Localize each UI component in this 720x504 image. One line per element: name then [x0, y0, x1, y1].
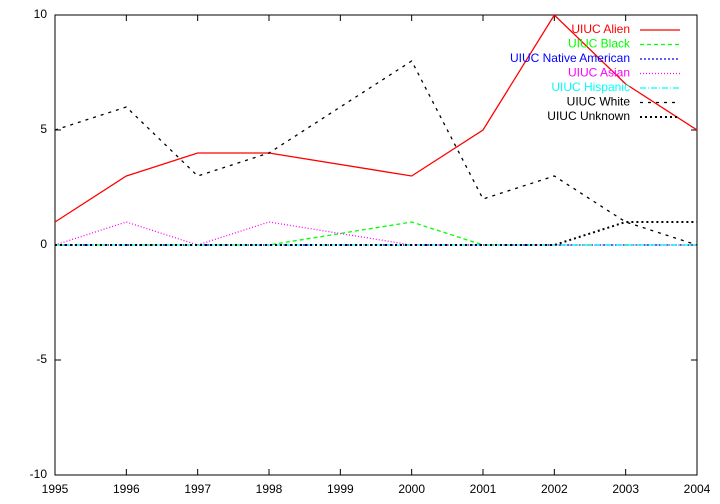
series-line [55, 221, 697, 246]
legend-label: UIUC Black [568, 37, 631, 51]
series-line [54, 60, 698, 246]
x-tick-label: 2004 [684, 482, 711, 496]
series-line [54, 13, 698, 223]
y-tick-label: 0 [40, 237, 47, 251]
x-tick-label: 2001 [470, 482, 497, 496]
legend-label: UIUC Asian [568, 66, 630, 80]
x-tick-label: 1997 [184, 482, 211, 496]
x-tick-label: 1998 [256, 482, 283, 496]
series-line [55, 221, 697, 246]
y-tick-label: -10 [30, 467, 48, 481]
x-tick-label: 2000 [398, 482, 425, 496]
x-tick-label: 2003 [612, 482, 639, 496]
x-tick-label: 2002 [541, 482, 568, 496]
legend-label: UIUC Native American [510, 51, 630, 65]
y-tick-label: 5 [40, 122, 47, 136]
x-tick-label: 1996 [113, 482, 140, 496]
y-tick-label: 10 [34, 7, 48, 21]
x-tick-label: 1999 [327, 482, 354, 496]
legend-label: UIUC Alien [571, 22, 630, 36]
legend-label: UIUC Hispanic [551, 80, 630, 94]
legend-label: UIUC White [567, 95, 631, 109]
y-tick-label: -5 [36, 352, 47, 366]
legend-label: UIUC Unknown [547, 109, 630, 123]
series-line [54, 221, 697, 246]
x-tick-label: 1995 [42, 482, 69, 496]
